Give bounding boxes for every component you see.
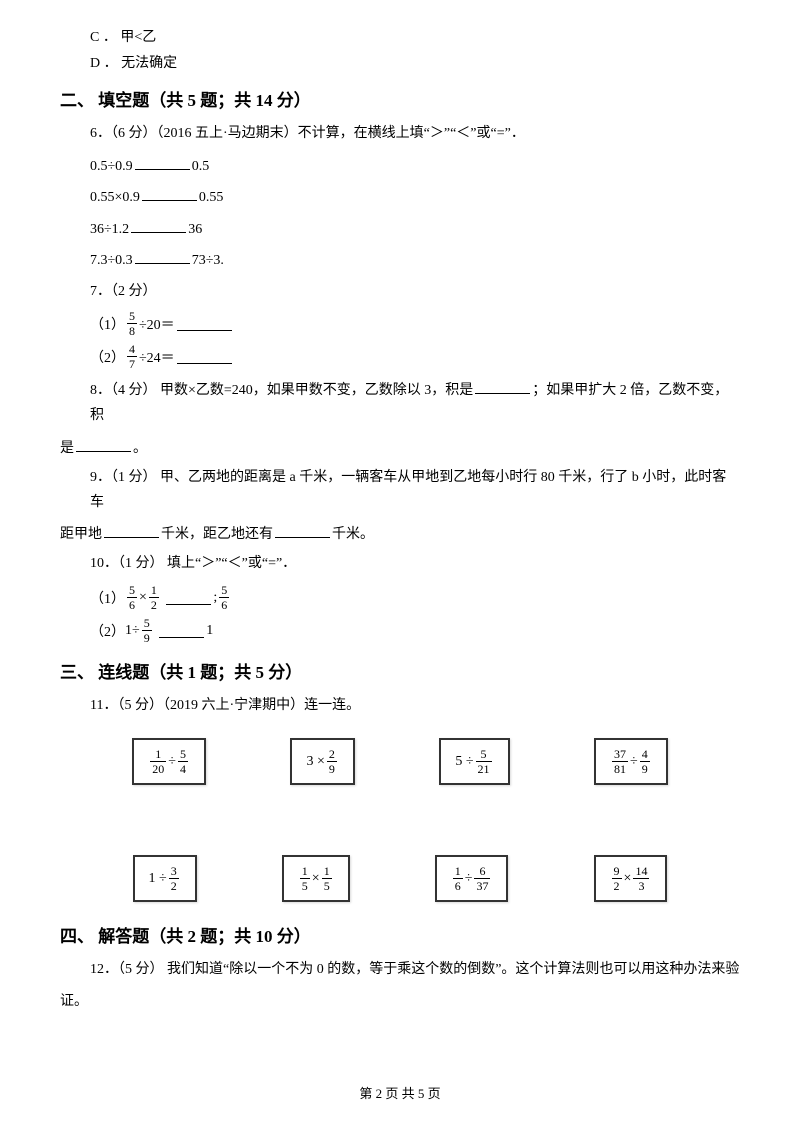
q7-stem: 7．（2 分）	[90, 279, 740, 304]
q6-stem: 6．（6 分）（2016 五上·马边期末）不计算，在横线上填“＞”“＜”或“=”…	[90, 121, 740, 146]
match-card: 1 ÷ 32	[133, 855, 197, 902]
q8: 8．（4 分） 甲数×乙数=240，如果甲数不变，乙数除以 3，积是；如果甲扩大…	[90, 378, 740, 428]
card-row-1: 120 ÷ 54 3 × 29 5 ÷ 521 3781 ÷ 49	[90, 738, 710, 785]
q6-l4: 7.3÷0.373÷3.	[90, 248, 740, 273]
match-card: 120 ÷ 54	[132, 738, 206, 785]
q6-l2: 0.55×0.90.55	[90, 185, 740, 210]
q6-l3: 36÷1.236	[90, 217, 740, 242]
q8-cont: 是。	[60, 437, 740, 457]
match-card: 5 ÷ 521	[439, 738, 509, 785]
match-card: 3781 ÷ 49	[594, 738, 668, 785]
section4-title: 四、 解答题（共 2 题；共 10 分）	[60, 922, 740, 947]
q9: 9．（1 分） 甲、乙两地的距离是 a 千米，一辆客车从甲地到乙地每小时行 80…	[90, 465, 740, 515]
match-card: 15 × 15	[282, 855, 350, 902]
match-card: 3 × 29	[290, 738, 354, 785]
match-card: 16 ÷ 637	[435, 855, 509, 902]
q12-cont: 证。	[60, 990, 740, 1010]
q7-s2: （2） 47 ÷24＝	[90, 343, 740, 370]
option-c: C ． 甲<乙	[90, 26, 740, 46]
q9-cont: 距甲地千米，距乙地还有千米。	[60, 523, 740, 543]
q12: 12．（5 分） 我们知道“除以一个不为 0 的数，等于乘这个数的倒数”。这个计…	[90, 957, 740, 982]
q11-stem: 11．（5 分）（2019 六上·宁津期中）连一连。	[90, 693, 740, 718]
q10-s1: （1） 56 × 12 ; 56	[90, 584, 740, 611]
q10-s2: （2） 1÷ 59 1	[90, 617, 740, 644]
section3-title: 三、 连线题（共 1 题；共 5 分）	[60, 658, 740, 683]
option-d: D ． 无法确定	[90, 52, 740, 72]
q10-stem: 10．（1 分） 填上“＞”“＜”或“=”．	[90, 551, 740, 576]
match-card: 92 × 143	[594, 855, 668, 902]
section2-title: 二、 填空题（共 5 题；共 14 分）	[60, 86, 740, 111]
q6-l1: 0.5÷0.90.5	[90, 154, 740, 179]
page-footer: 第 2 页 共 5 页	[0, 1083, 800, 1102]
q7-s1: （1） 58 ÷20＝	[90, 310, 740, 337]
card-row-2: 1 ÷ 32 15 × 15 16 ÷ 637 92 × 143	[90, 855, 710, 902]
